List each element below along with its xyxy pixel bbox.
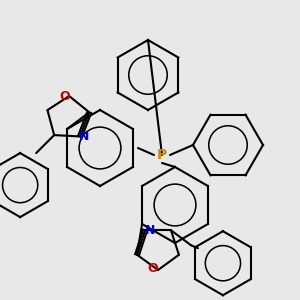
- Text: N: N: [79, 130, 89, 143]
- Text: O: O: [60, 89, 70, 103]
- Text: P: P: [157, 148, 167, 162]
- Text: N: N: [145, 224, 155, 237]
- Text: O: O: [148, 262, 158, 275]
